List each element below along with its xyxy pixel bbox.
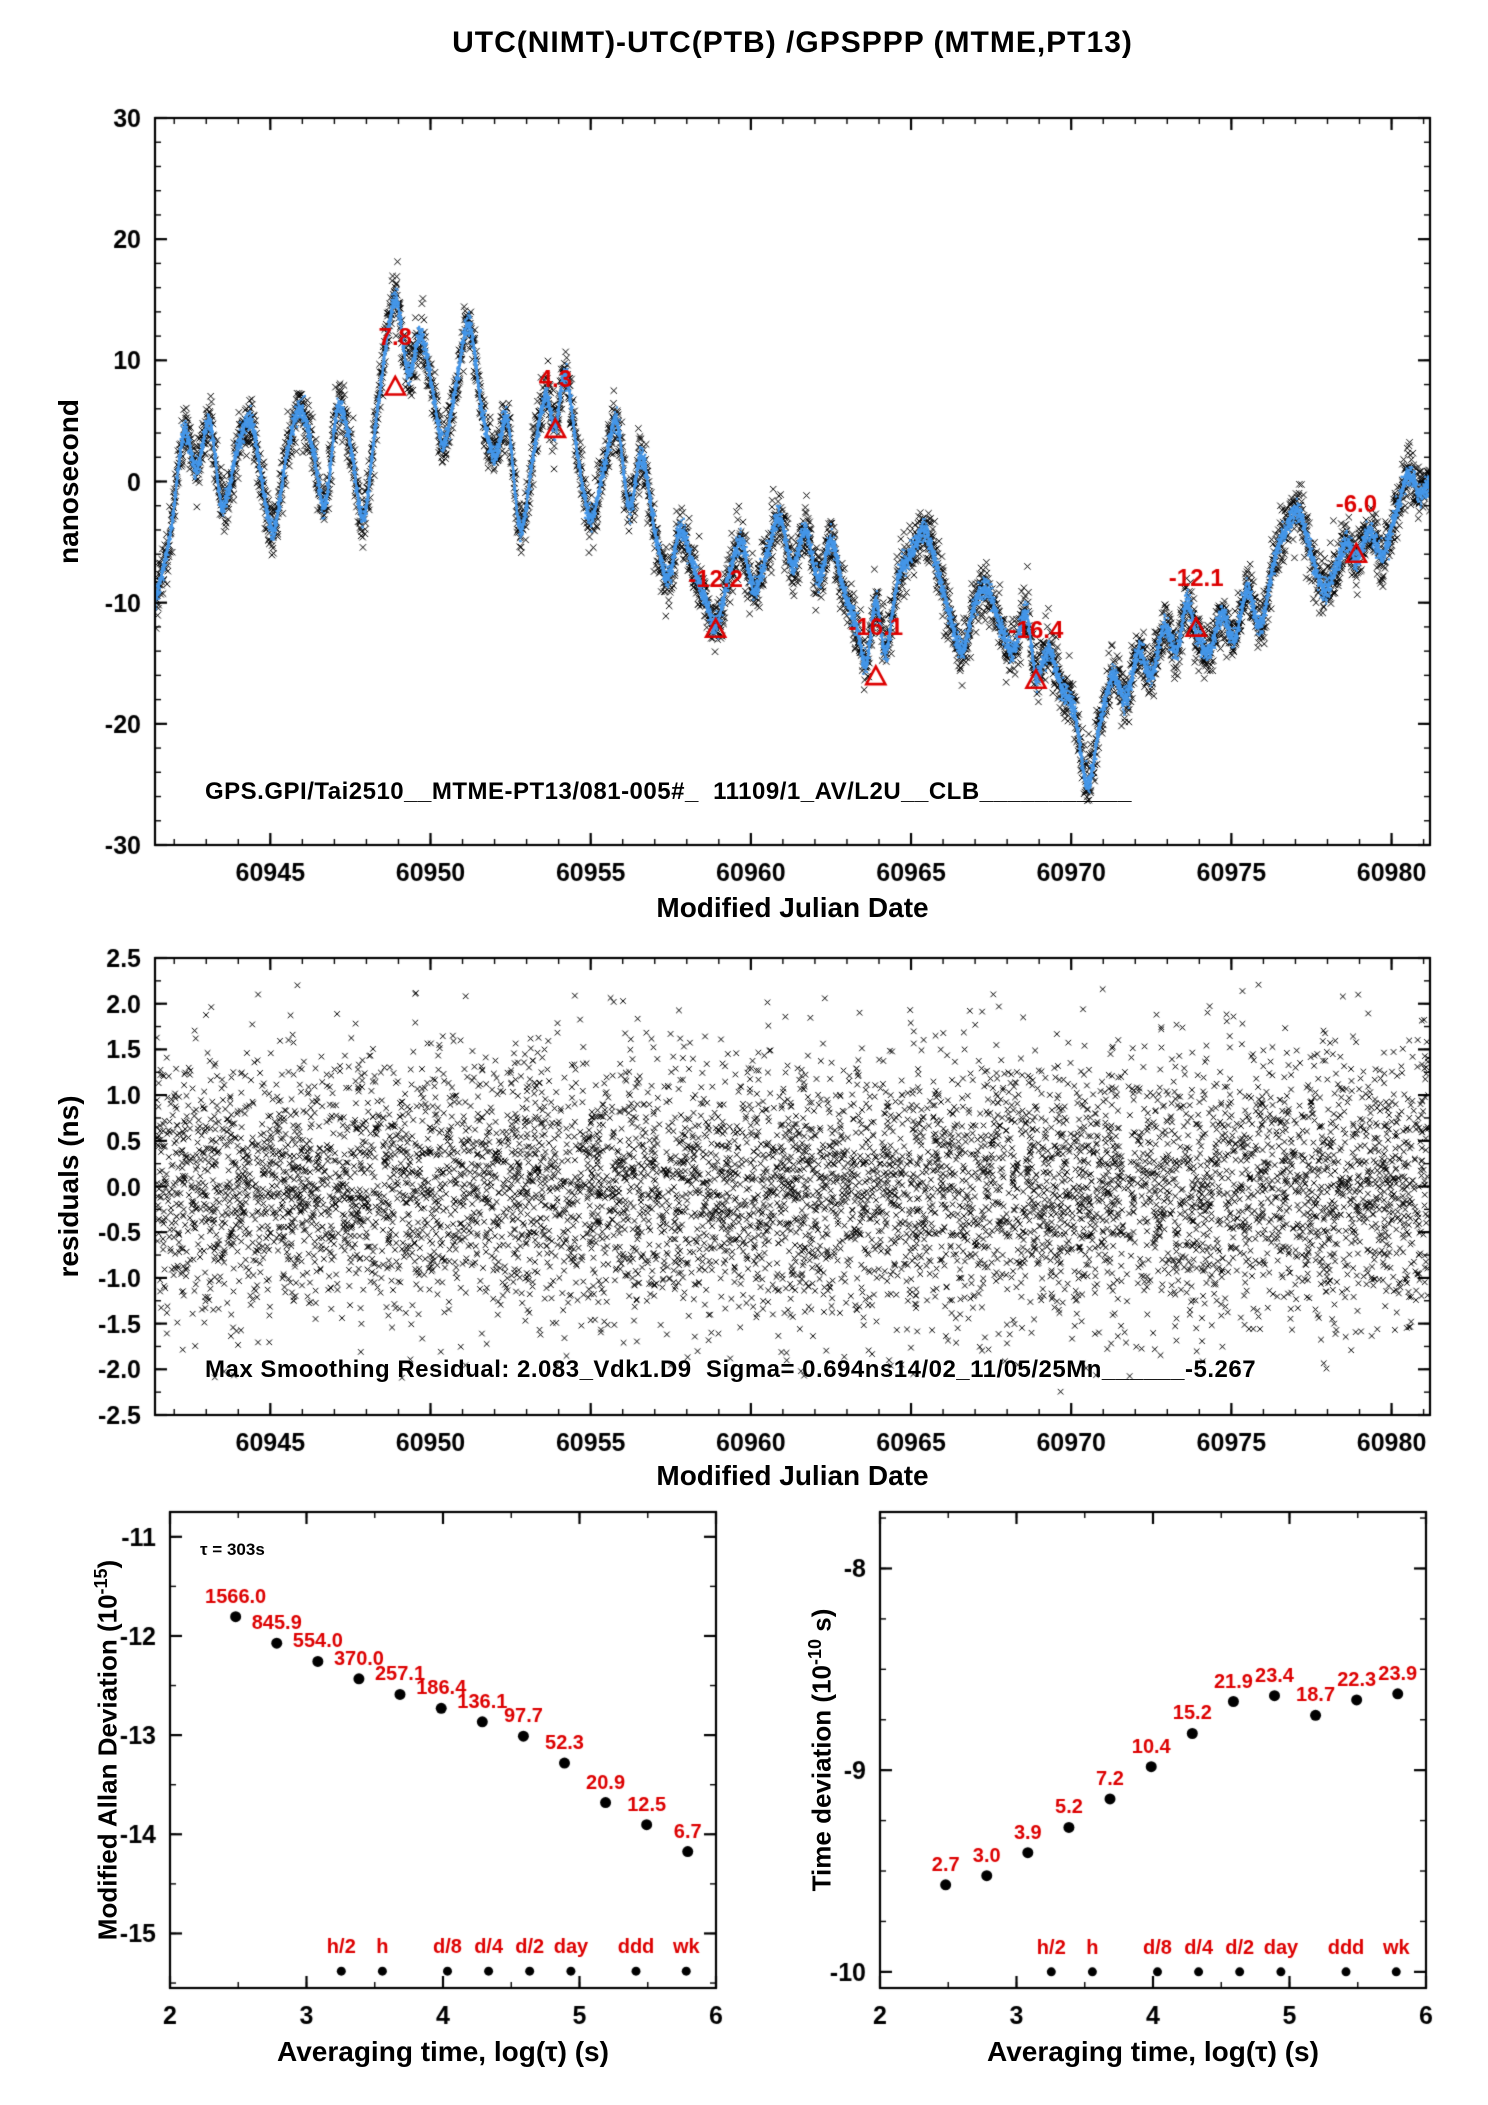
panel4-y-axis-label: Time deviation (10-10 s) [798,1512,837,1988]
panel3-y-axis-label-main: Modified Allan Deviation (10 [92,1594,123,1941]
panel1-y-axis-label: nanosecond [53,399,84,564]
panel2-y-axis-label: residuals (ns) [53,1095,84,1278]
panel2-x-axis-label: Modified Julian Date [656,1460,929,1491]
panel3-y-axis-label-end: ) [92,1559,123,1569]
panel3-y-axis-label: Modified Allan Deviation (10-15) [84,1512,123,1988]
figure-title: UTC(NIMT)-UTC(PTB) /GPSPPP (MTME,PT13) [452,26,1133,59]
panel2-residual-annotation: Max Smoothing Residual: 2.083_Vdk1.D9 Si… [205,1356,1257,1383]
panel4-y-axis-label-main: Time deviation (10 [806,1665,837,1892]
panel4-x-axis-label: Averaging time, log(τ) (s) [987,2036,1319,2067]
panel1-dataset-annotation: GPS.GPI/Tai2510__MTME-PT13/081-005#_ 111… [205,778,1132,805]
panel3-tau-annotation: τ = 303s [200,1540,265,1559]
panel3-y-axis-label-exponent: -15 [91,1568,111,1595]
panel1-x-axis-label: Modified Julian Date [656,892,929,923]
panel4-y-axis-label-end: s) [806,1608,837,1639]
panel3-x-axis-label: Averaging time, log(τ) (s) [277,2036,609,2067]
panel4-y-axis-label-exponent: -10 [805,1638,825,1665]
